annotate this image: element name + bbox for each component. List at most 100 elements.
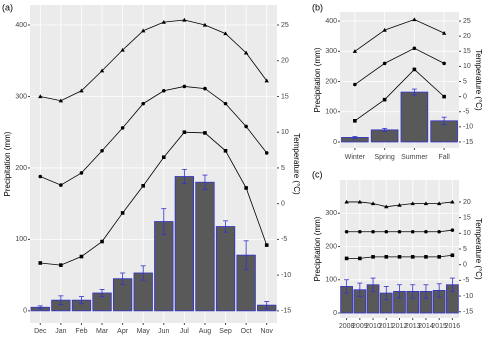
y2-tick-label: 10 bbox=[463, 63, 471, 70]
marker bbox=[161, 88, 166, 93]
error-bar bbox=[397, 284, 402, 299]
marker bbox=[203, 131, 207, 135]
marker bbox=[384, 229, 389, 234]
x-tick-label: 2010 bbox=[365, 323, 381, 330]
marker bbox=[382, 61, 387, 66]
marker bbox=[423, 201, 429, 206]
marker bbox=[264, 78, 269, 83]
marker bbox=[397, 202, 402, 207]
error-bar bbox=[449, 277, 455, 292]
marker bbox=[412, 46, 417, 51]
error-bar bbox=[264, 301, 270, 310]
y2-tick-label: -15 bbox=[281, 308, 291, 315]
y-tick-label: 300 bbox=[325, 48, 337, 55]
y2-tick-label: -5 bbox=[463, 109, 469, 116]
x-tick-label: 2016 bbox=[445, 323, 461, 330]
marker bbox=[371, 229, 375, 234]
marker bbox=[358, 256, 362, 261]
marker bbox=[410, 229, 415, 234]
y2-tick-label: 0 bbox=[281, 201, 285, 208]
marker bbox=[264, 151, 269, 155]
marker bbox=[161, 19, 166, 24]
y-tick-label: 300 bbox=[15, 93, 27, 100]
marker bbox=[141, 28, 146, 33]
marker bbox=[358, 229, 362, 234]
y-tick-label: 200 bbox=[15, 165, 27, 172]
marker bbox=[79, 88, 84, 93]
y2-tick-label: -5 bbox=[463, 277, 469, 284]
marker bbox=[161, 155, 166, 160]
marker bbox=[410, 255, 415, 259]
y2-tick-label: -15 bbox=[463, 139, 473, 146]
y2-tick-label: 20 bbox=[463, 199, 471, 206]
marker bbox=[59, 263, 63, 267]
marker bbox=[412, 17, 417, 22]
marker bbox=[442, 61, 446, 66]
panel-label: (b) bbox=[312, 2, 323, 12]
marker bbox=[38, 94, 43, 99]
error-bar bbox=[58, 295, 64, 305]
line bbox=[354, 19, 445, 52]
error-bar bbox=[120, 272, 126, 285]
error-bar bbox=[410, 284, 416, 299]
marker bbox=[382, 27, 387, 32]
bar bbox=[174, 176, 195, 312]
marker bbox=[244, 186, 248, 190]
x-tick-label: 2009 bbox=[352, 323, 368, 330]
y2-tick-label: 5 bbox=[281, 165, 285, 172]
marker bbox=[357, 199, 363, 204]
y2-tick-label: 20 bbox=[463, 33, 471, 40]
y-axis-title: Precipitation (mm) bbox=[313, 47, 322, 112]
error-bar bbox=[423, 284, 429, 299]
error-bar bbox=[202, 174, 208, 190]
plot-background bbox=[30, 5, 277, 323]
marker bbox=[344, 199, 349, 204]
y2-tick-label: -15 bbox=[463, 309, 473, 316]
marker bbox=[223, 101, 228, 106]
marker bbox=[182, 84, 187, 89]
marker bbox=[59, 183, 63, 187]
y2-tick-label: 15 bbox=[281, 93, 289, 100]
marker bbox=[344, 256, 349, 261]
y-tick-label: 0 bbox=[333, 310, 337, 317]
y-tick-label: 300 bbox=[325, 210, 337, 217]
marker bbox=[382, 97, 387, 102]
y-tick-label: 100 bbox=[325, 109, 337, 116]
marker bbox=[371, 255, 375, 259]
error-bar bbox=[243, 240, 249, 270]
marker bbox=[100, 148, 104, 153]
bar bbox=[195, 181, 215, 312]
marker bbox=[79, 254, 84, 259]
y-tick-label: 0 bbox=[333, 139, 337, 146]
y2-tick-label: -5 bbox=[281, 236, 287, 243]
y2-tick-label: 10 bbox=[281, 129, 289, 136]
bar bbox=[215, 226, 236, 312]
y2-tick-label: 5 bbox=[463, 246, 467, 253]
marker bbox=[344, 229, 349, 234]
y-tick-label: 200 bbox=[325, 78, 337, 85]
error-bar bbox=[411, 88, 417, 96]
x-tick-label: 2014 bbox=[418, 323, 434, 330]
marker bbox=[424, 229, 428, 234]
error-bar bbox=[436, 283, 442, 298]
marker bbox=[38, 174, 43, 179]
marker bbox=[442, 94, 446, 99]
marker bbox=[203, 86, 207, 91]
error-bar bbox=[383, 286, 389, 301]
marker bbox=[182, 130, 187, 134]
y2-tick-label: 0 bbox=[463, 262, 467, 269]
error-bar bbox=[370, 277, 376, 292]
x-tick-label: 2012 bbox=[392, 323, 408, 330]
y2-tick-label: 10 bbox=[463, 230, 471, 237]
y2-tick-label: 20 bbox=[281, 58, 289, 65]
line bbox=[40, 19, 268, 102]
marker bbox=[99, 68, 105, 73]
line bbox=[354, 47, 445, 85]
x-tick-label: Dec bbox=[34, 328, 47, 335]
x-tick-label: 2013 bbox=[405, 323, 421, 330]
y-axis-title: Precipitation (mm) bbox=[313, 216, 322, 281]
error-bar bbox=[357, 282, 363, 297]
marker bbox=[441, 30, 447, 35]
marker bbox=[141, 101, 146, 106]
